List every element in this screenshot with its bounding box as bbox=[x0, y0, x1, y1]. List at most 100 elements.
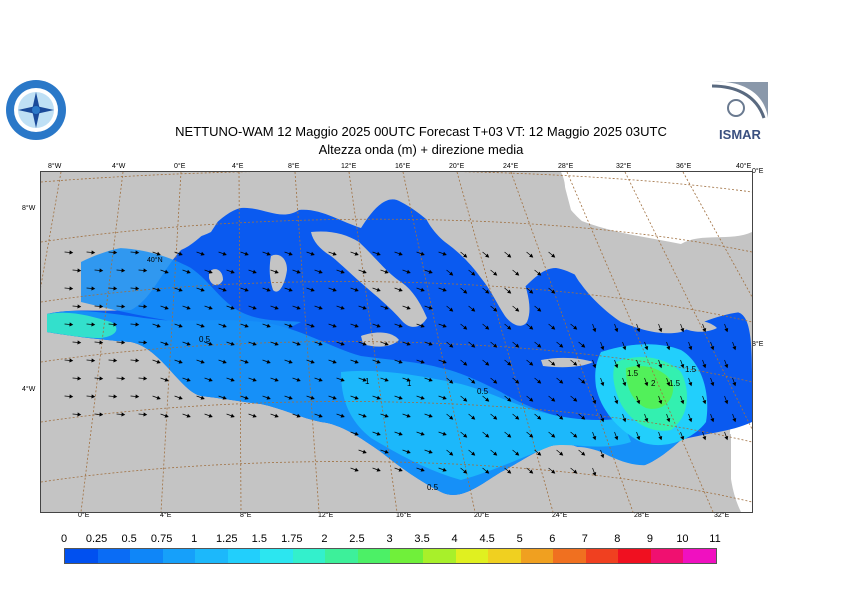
arrow-head bbox=[398, 359, 403, 364]
arrow-head bbox=[288, 395, 293, 400]
arrow-head bbox=[266, 323, 271, 328]
arrow-head bbox=[288, 359, 293, 364]
arrow-head bbox=[318, 377, 323, 382]
arrow-head bbox=[143, 376, 148, 381]
arrow-head bbox=[208, 341, 213, 346]
arrow-head bbox=[529, 253, 534, 258]
arrow-head bbox=[559, 379, 564, 384]
arrow-head bbox=[515, 415, 520, 420]
arrow-head bbox=[636, 364, 641, 369]
arrow-head bbox=[614, 364, 619, 369]
arrow-head bbox=[310, 251, 315, 256]
arrow-head bbox=[622, 382, 627, 387]
arrow-head bbox=[420, 323, 425, 328]
arrow-head bbox=[420, 431, 425, 436]
arrow-head bbox=[581, 415, 586, 420]
legend-value: 6 bbox=[549, 533, 556, 545]
arrow-head bbox=[332, 395, 337, 400]
bottom-tick: 20°E bbox=[474, 512, 490, 519]
arrow-head bbox=[688, 346, 693, 351]
arrow-head bbox=[428, 413, 433, 418]
arrow-head bbox=[376, 431, 381, 436]
island-sicily bbox=[361, 332, 399, 347]
arrow-head bbox=[658, 400, 663, 405]
arrow-head bbox=[113, 286, 118, 291]
arrow-head bbox=[69, 322, 74, 327]
graticule bbox=[41, 172, 752, 512]
top-tick: 40°E bbox=[736, 163, 752, 170]
arrow-head bbox=[252, 377, 257, 382]
arrow-head bbox=[156, 323, 161, 328]
arrow-head bbox=[449, 343, 454, 348]
legend-value: 4.5 bbox=[479, 533, 495, 545]
arrow-head bbox=[376, 323, 381, 328]
arrow-head bbox=[135, 250, 140, 255]
legend-swatch bbox=[553, 549, 586, 563]
arrow-head bbox=[420, 359, 425, 364]
arrow-head bbox=[164, 377, 169, 382]
legend-value: 2.5 bbox=[349, 533, 365, 545]
legend-value: 7 bbox=[581, 533, 588, 545]
arrow-head bbox=[463, 325, 468, 330]
arrow-head bbox=[644, 382, 649, 387]
contour-label: 1.5 bbox=[669, 379, 681, 388]
arrow-head bbox=[428, 449, 433, 454]
arrow-head bbox=[688, 382, 693, 387]
arrow-head bbox=[222, 395, 227, 400]
arrow-head bbox=[398, 287, 403, 292]
arrow-head bbox=[592, 436, 597, 441]
arrow-head bbox=[732, 346, 737, 351]
arrow-head bbox=[354, 467, 359, 472]
arrow-head bbox=[244, 395, 249, 400]
arrow-head bbox=[340, 269, 345, 274]
arrow-head bbox=[230, 269, 235, 274]
arrow-head bbox=[222, 287, 227, 292]
legend-swatch bbox=[455, 549, 489, 563]
arrow-head bbox=[178, 251, 183, 256]
arrow-head bbox=[551, 433, 556, 438]
arrow-head bbox=[362, 377, 367, 382]
arrow-head bbox=[636, 328, 641, 333]
arrow-head bbox=[442, 431, 447, 436]
arrow-head bbox=[581, 379, 586, 384]
legend-value: 3 bbox=[386, 533, 393, 545]
arrow-head bbox=[113, 250, 118, 255]
arrow-head bbox=[362, 341, 367, 346]
arrow-head bbox=[493, 343, 498, 348]
arrow-head bbox=[559, 415, 564, 420]
arrow-head bbox=[688, 418, 693, 423]
legend-value: 2 bbox=[321, 533, 328, 545]
bottom-tick: 24°E bbox=[552, 512, 568, 519]
legend-swatch bbox=[292, 549, 326, 563]
arrow-head bbox=[156, 395, 161, 400]
alboran-high bbox=[47, 312, 117, 338]
arrow-head bbox=[332, 359, 337, 364]
arrow-head bbox=[515, 343, 520, 348]
arrow-head bbox=[537, 415, 542, 420]
arrow-head bbox=[442, 359, 447, 364]
arrow-head bbox=[178, 323, 183, 328]
arrow-head bbox=[376, 287, 381, 292]
arrow-head bbox=[537, 343, 542, 348]
arrow-head bbox=[384, 449, 389, 454]
arrow-head bbox=[113, 394, 118, 399]
arrow-head bbox=[230, 305, 235, 310]
arrow-head bbox=[121, 340, 126, 345]
arrow-head bbox=[573, 469, 578, 474]
arrow-head bbox=[406, 305, 411, 310]
legend-value: 9 bbox=[646, 533, 653, 545]
arrow-head bbox=[398, 467, 403, 472]
arrow-head bbox=[77, 412, 82, 417]
forecast-title: NETTUNO-WAM 12 Maggio 2025 00UTC Forecas… bbox=[175, 124, 667, 139]
arrow-head bbox=[644, 418, 649, 423]
arrow-head bbox=[91, 250, 96, 255]
contour-label: 0.5 bbox=[477, 387, 489, 396]
arrow-head bbox=[252, 413, 257, 418]
arrow-head bbox=[529, 469, 534, 474]
legend-value: 10 bbox=[676, 533, 689, 545]
arrow-head bbox=[666, 346, 671, 351]
top-tick: 32°E bbox=[616, 163, 632, 170]
arrow-head bbox=[310, 323, 315, 328]
arrow-head bbox=[507, 433, 512, 438]
arrow-head bbox=[244, 359, 249, 364]
